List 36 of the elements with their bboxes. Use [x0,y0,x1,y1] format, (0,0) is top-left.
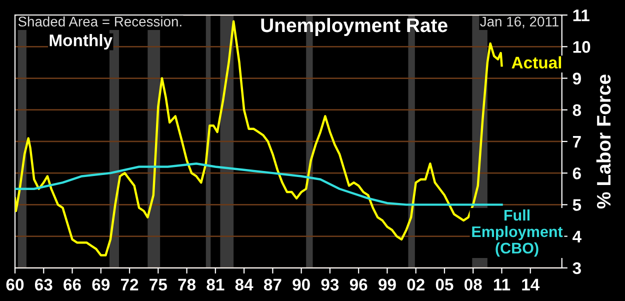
x-tick-label: 93 [321,278,339,291]
y-tick-label: 10 [573,41,590,53]
chart-title: Unemployment Rate [261,18,448,36]
x-tick-label: 96 [350,278,368,291]
annotation: Monthly [50,34,112,50]
y-tick-label: 7 [573,136,581,148]
y-tick-label: 8 [572,104,582,116]
series-label: Actual [512,56,562,69]
x-tick-label: 90 [292,278,310,291]
x-tick-label: 60 [6,278,24,291]
x-tick-label: 84 [235,278,254,291]
y-tick-label: 9 [572,72,581,84]
x-tick-label: 72 [120,278,138,290]
line-series [15,162,503,206]
y-tick-label: 5 [572,199,582,211]
y-axis-title: % Labor Force [596,74,611,209]
x-tick-label: 87 [264,278,282,291]
annotation: Jan 16, 2011 [480,16,558,28]
x-tick-label: 75 [150,278,167,291]
x-tick-label: 69 [92,278,110,291]
x-tick-label: 78 [178,278,196,291]
y-tick-label: 3 [572,262,581,274]
x-tick-label: 11 [494,278,510,290]
x-tick-label: 05 [436,278,454,291]
y-tick-label: 11 [573,10,590,22]
annotation: Shaded Area = Recession. [18,16,182,27]
y-tick-label: 6 [572,167,581,180]
x-tick-label: 08 [464,278,482,291]
x-tick-label: 66 [64,278,81,291]
x-tick-label: 14 [522,278,540,290]
x-tick-label: 63 [34,278,52,291]
y-tick-label: 4 [572,230,582,242]
x-tick-label: 81 [206,278,224,291]
x-tick-label: 99 [378,278,396,291]
series-label: Full Employment (CBO) [472,209,563,257]
x-tick-label: 02 [407,278,424,291]
